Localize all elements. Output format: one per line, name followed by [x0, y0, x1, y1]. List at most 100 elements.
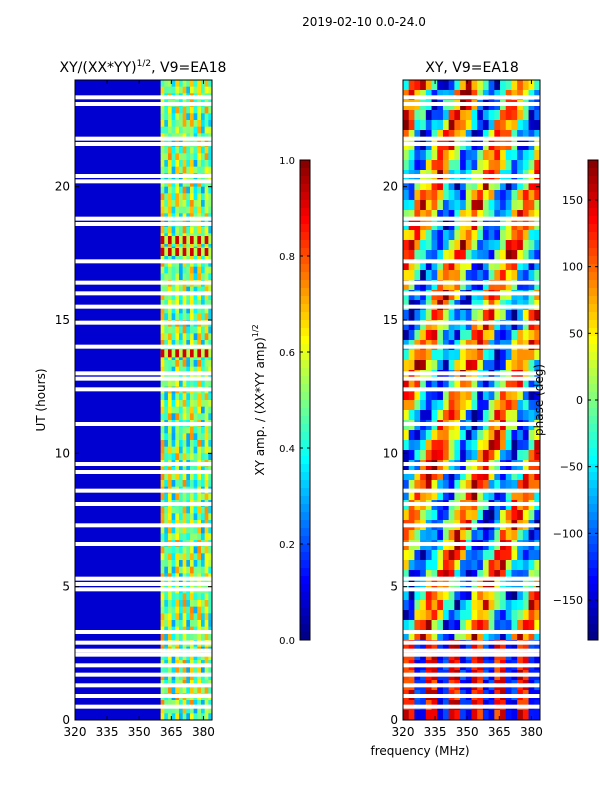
right-heat-cell [431, 230, 438, 241]
right-heat-cell [420, 530, 427, 541]
right-heat-cell [488, 330, 495, 341]
left-heat-cell [204, 493, 209, 501]
right-heat-cell [448, 610, 455, 621]
right-heat-cell [488, 130, 495, 141]
right-heat-cell [482, 530, 490, 541]
right-heat-cell [425, 320, 433, 331]
right-heat-cell [522, 270, 530, 281]
left-heat-cell [175, 446, 180, 454]
left-heat-cell [167, 506, 173, 514]
right-heat-cell [442, 640, 450, 651]
right-heat-cell [482, 430, 490, 441]
right-heat-cell [408, 590, 415, 601]
right-heat-cell [511, 190, 518, 201]
right-heat-cell [494, 270, 501, 281]
left-heat-cell [171, 426, 176, 434]
right-heat-cell [448, 200, 455, 211]
left-heat-cell [160, 686, 165, 694]
left-heat-cell [193, 493, 198, 501]
phase-colorbar-segment [588, 296, 598, 305]
right-heat-cell [431, 120, 438, 131]
left-heat-cell [208, 593, 213, 601]
right-data-gap [403, 694, 540, 698]
left-heat-cell [200, 433, 206, 441]
left-heat-cell [175, 326, 180, 334]
left-heat-cell [197, 493, 202, 501]
amp-colorbar-segment [300, 208, 310, 217]
left-heat-cell [189, 266, 195, 274]
left-heat-cell [160, 513, 165, 521]
left-heat-cell [204, 613, 209, 621]
left-hot-cell [182, 349, 187, 358]
left-heat-cell [164, 360, 169, 368]
left-heat-cell [160, 393, 165, 401]
right-heat-cell [517, 410, 524, 421]
right-heat-cell [488, 190, 495, 201]
right-heat-cell [414, 120, 421, 131]
left-heat-cell [208, 666, 213, 674]
right-heat-cell [425, 430, 433, 441]
left-heat-cell [193, 226, 198, 234]
left-hot-cell [204, 236, 209, 244]
amp-colorbar-segment [300, 424, 310, 433]
left-heat-cell [171, 193, 176, 201]
right-heat-cell [482, 620, 490, 631]
left-heat-cell [193, 400, 198, 408]
right-heat-cell [528, 490, 535, 501]
left-heat-cell [200, 606, 206, 614]
right-heat-cell [534, 710, 541, 721]
phase-colorbar-segment [588, 536, 598, 545]
right-heat-cell [500, 200, 507, 211]
left-heat-cell [160, 673, 165, 681]
right-heat-cell [534, 180, 541, 191]
right-heat-cell [528, 560, 535, 571]
left-heat-cell [175, 153, 180, 161]
left-hot-cell [208, 248, 213, 256]
left-heat-cell [167, 446, 173, 454]
right-heat-cell [488, 530, 495, 541]
right-heat-cell [442, 120, 450, 131]
right-heat-cell [528, 590, 535, 601]
left-heat-cell [208, 153, 213, 161]
right-heat-cell [454, 600, 461, 611]
right-heat-cell [448, 400, 455, 411]
left-heat-cell [160, 286, 165, 294]
left-heat-cell [175, 306, 180, 314]
left-heat-cell [171, 326, 176, 334]
left-heat-cell [178, 186, 184, 194]
left-heat-cell [193, 180, 198, 188]
phase-colorbar-segment [588, 368, 598, 377]
amp-colorbar-segment [300, 200, 310, 209]
right-data-gap [403, 95, 540, 100]
left-heat-cell [175, 86, 180, 94]
right-heat-cell [500, 130, 507, 141]
left-heat-cell [182, 653, 187, 661]
left-hot-cell [171, 349, 176, 358]
right-heat-cell [425, 610, 433, 621]
left-heat-cell [200, 86, 206, 94]
left-heat-cell [193, 286, 198, 294]
left-heat-cell [175, 286, 180, 294]
left-heat-cell [189, 613, 195, 621]
right-heat-cell [420, 550, 427, 561]
left-heat-cell [189, 653, 195, 661]
phase-colorbar-segment [588, 568, 598, 577]
right-heat-cell [442, 330, 450, 341]
right-data-gap [403, 523, 540, 528]
right-data-gap [403, 320, 540, 325]
left-heat-cell [160, 446, 165, 454]
phase-colorbar-segment [588, 392, 598, 401]
right-heat-cell [420, 330, 427, 341]
left-heat-cell [182, 153, 187, 161]
left-heat-cell [160, 106, 165, 114]
left-data-gap [75, 502, 212, 506]
right-heat-cell [465, 90, 472, 101]
right-heat-cell [522, 190, 530, 201]
right-heat-cell [511, 440, 518, 451]
left-heat-cell [182, 193, 187, 201]
right-heat-cell [465, 260, 472, 271]
right-heat-cell [534, 400, 541, 411]
left-heat-cell [193, 146, 198, 154]
right-heat-cell [522, 570, 530, 581]
right-heat-cell [460, 390, 467, 401]
